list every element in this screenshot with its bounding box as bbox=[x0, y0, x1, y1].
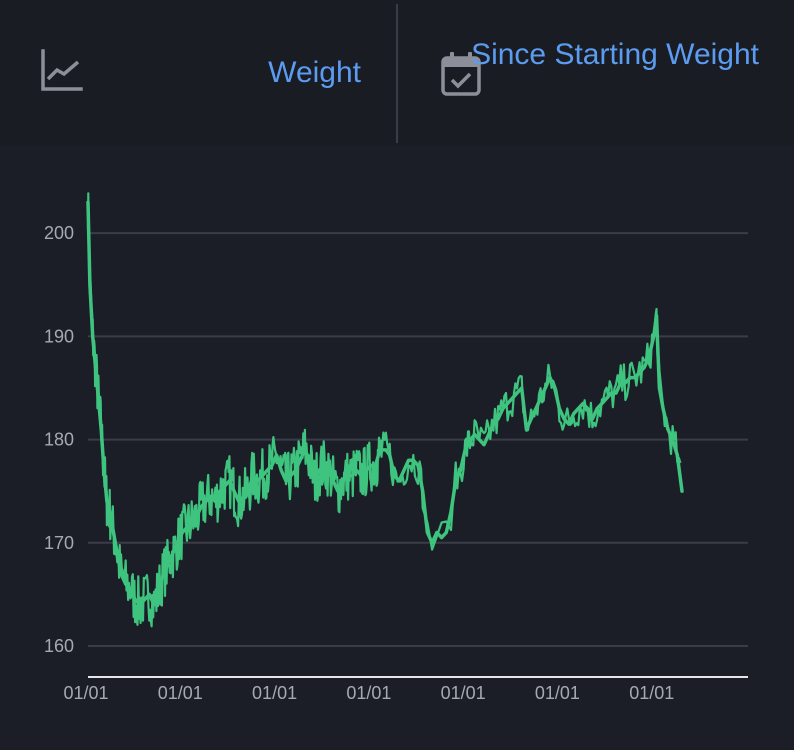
header-divider bbox=[396, 4, 398, 143]
y-tick-label: 170 bbox=[44, 533, 74, 553]
line-chart-icon bbox=[41, 49, 83, 91]
axes: 160 170 180 190 200 01/01 01/01 01/01 01/01 01/01… bbox=[44, 223, 748, 703]
x-tick-label: 01/01 bbox=[441, 683, 486, 703]
x-tick-label: 01/01 bbox=[158, 683, 203, 703]
x-tick-label: 01/01 bbox=[252, 683, 297, 703]
x-tick-label: 01/01 bbox=[63, 683, 108, 703]
calendar-check-icon bbox=[441, 52, 481, 96]
metric-selector[interactable]: Weight bbox=[0, 0, 397, 145]
y-tick-label: 180 bbox=[44, 430, 74, 450]
series-fluctuation-weight bbox=[86, 192, 682, 628]
y-tick-label: 200 bbox=[44, 223, 74, 243]
y-tick-label: 160 bbox=[44, 636, 74, 656]
chart-header: Weight Since Starting Weight bbox=[0, 0, 794, 145]
metric-label: Weight bbox=[268, 56, 361, 89]
series-layer bbox=[86, 192, 684, 628]
period-selector[interactable]: Since Starting Weight bbox=[399, 0, 794, 145]
x-tick-label: 01/01 bbox=[629, 683, 674, 703]
weight-chart: 160 170 180 190 200 01/01 01/01 01/01 01/01 01/01… bbox=[44, 192, 748, 703]
y-tick-label: 190 bbox=[44, 326, 74, 346]
x-tick-label: 01/01 bbox=[346, 683, 391, 703]
grid-lines bbox=[88, 232, 748, 648]
period-label: Since Starting Weight bbox=[471, 38, 759, 71]
x-tick-label: 01/01 bbox=[535, 683, 580, 703]
